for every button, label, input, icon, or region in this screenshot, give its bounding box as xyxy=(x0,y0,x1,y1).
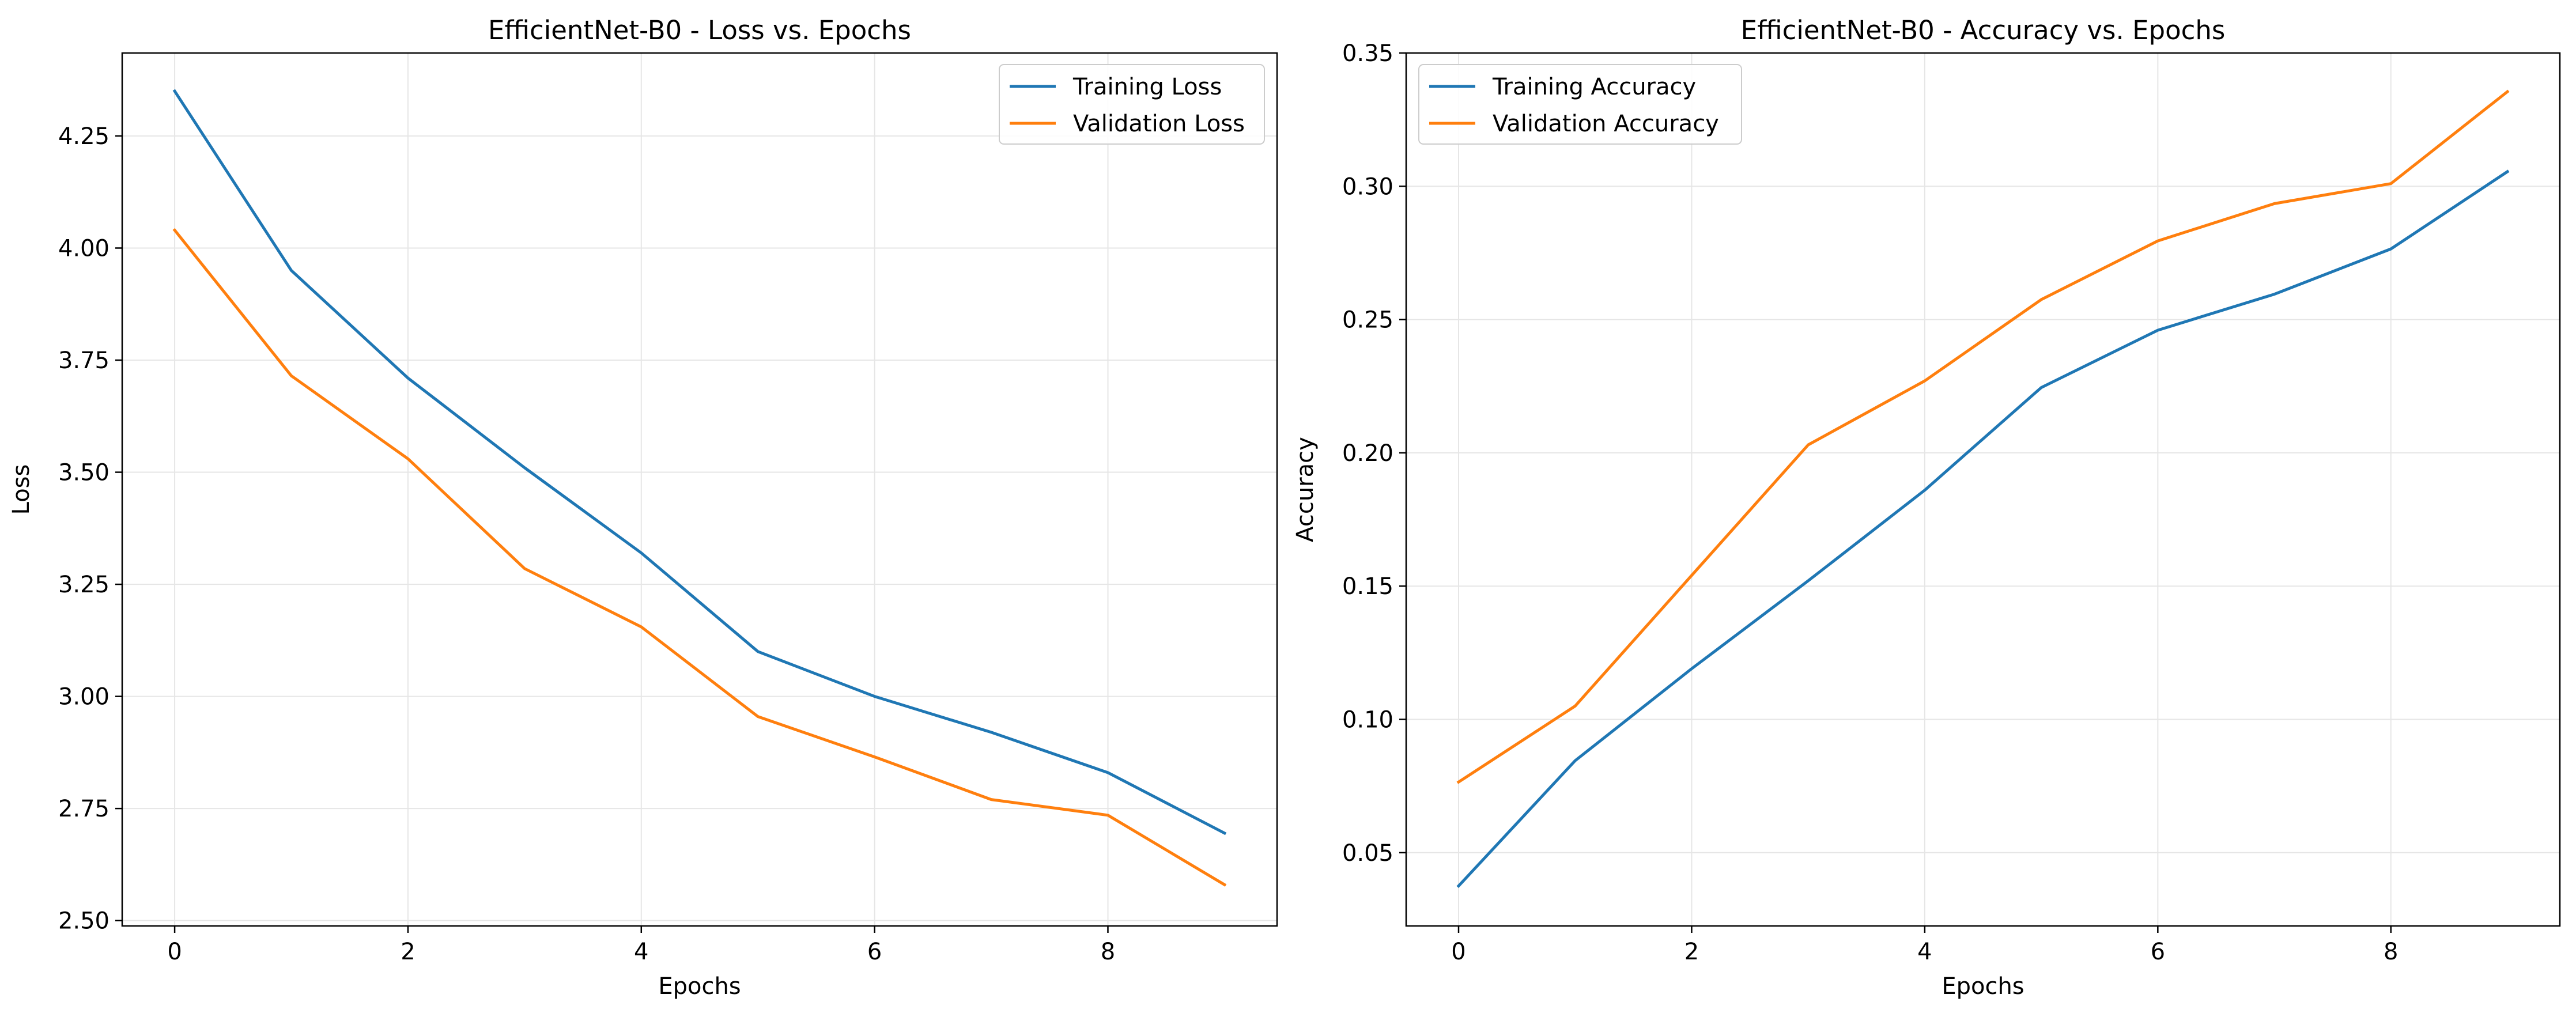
series-line-training-loss xyxy=(172,89,1227,835)
x-tick-label-1: 2 xyxy=(401,939,415,965)
legend: Training Accuracy Validation Accuracy xyxy=(1418,64,1742,145)
y-tick-label-1: 2.75 xyxy=(58,796,109,822)
x-tick-label-2: 4 xyxy=(634,939,648,965)
y-tick-label-6: 4.00 xyxy=(58,235,109,262)
x-tick-label-3: 6 xyxy=(867,939,882,965)
legend-label-validation-accuracy: Validation Accuracy xyxy=(1493,111,1719,137)
series-line-training-accuracy xyxy=(1456,169,2510,889)
y-tick-label-4: 3.50 xyxy=(58,460,109,486)
chart-panel-loss: 0 2 4 6 8 2.50 2.75 3.00 3.25 3.50 3.75 4.00 4.25 Eff… xyxy=(8,15,1278,1000)
y-tick-label-5: 3.75 xyxy=(58,347,109,374)
x-axis-label: Epochs xyxy=(1942,973,2024,1000)
y-tick-label-0: 0.05 xyxy=(1342,840,1393,867)
y-axis-label: Accuracy xyxy=(1292,437,1319,542)
axes-frame xyxy=(121,52,1278,927)
x-tick-label-1: 2 xyxy=(1684,939,1699,965)
x-tick-label-2: 4 xyxy=(1917,939,1932,965)
x-tick-label-3: 6 xyxy=(2151,939,2165,965)
y-tick-label-1: 0.10 xyxy=(1342,706,1393,733)
legend-label-training-loss: Training Loss xyxy=(1072,74,1222,100)
y-tick-label-2: 0.15 xyxy=(1342,573,1393,600)
y-tick-label-2: 3.00 xyxy=(58,684,109,710)
legend-box xyxy=(1418,64,1742,145)
y-tick-label-7: 4.25 xyxy=(58,123,109,150)
x-tick-label-0: 0 xyxy=(167,939,182,965)
x-tick-label-4: 8 xyxy=(1101,939,1115,965)
y-tick-label-4: 0.25 xyxy=(1342,307,1393,334)
x-tick-label-0: 0 xyxy=(1451,939,1465,965)
legend-box xyxy=(999,64,1265,145)
chart-title: EfficientNet-B0 - Accuracy vs. Epochs xyxy=(1741,15,2226,46)
y-tick-label-5: 0.30 xyxy=(1342,173,1393,200)
y-tick-label-0: 2.50 xyxy=(58,908,109,935)
chart-title: EfficientNet-B0 - Loss vs. Epochs xyxy=(488,15,911,46)
y-tick-label-6: 0.35 xyxy=(1342,40,1393,67)
chart-panel-accuracy: 0 2 4 6 8 0.05 0.10 0.15 0.20 0.25 0.30 0.35 Efficie… xyxy=(1292,15,2561,1000)
legend-label-validation-loss: Validation Loss xyxy=(1073,111,1245,137)
legend-label-training-accuracy: Training Accuracy xyxy=(1492,74,1696,100)
x-tick-label-4: 8 xyxy=(2384,939,2398,965)
y-tick-label-3: 0.20 xyxy=(1342,440,1393,467)
y-axis-label: Loss xyxy=(8,464,35,515)
axes-frame xyxy=(1405,52,2561,927)
legend: Training Loss Validation Loss xyxy=(999,64,1265,145)
y-tick-label-3: 3.25 xyxy=(58,572,109,598)
series-line-validation-loss xyxy=(172,228,1227,887)
series-line-validation-accuracy xyxy=(1456,89,2510,784)
x-axis-label: Epochs xyxy=(658,973,741,1000)
